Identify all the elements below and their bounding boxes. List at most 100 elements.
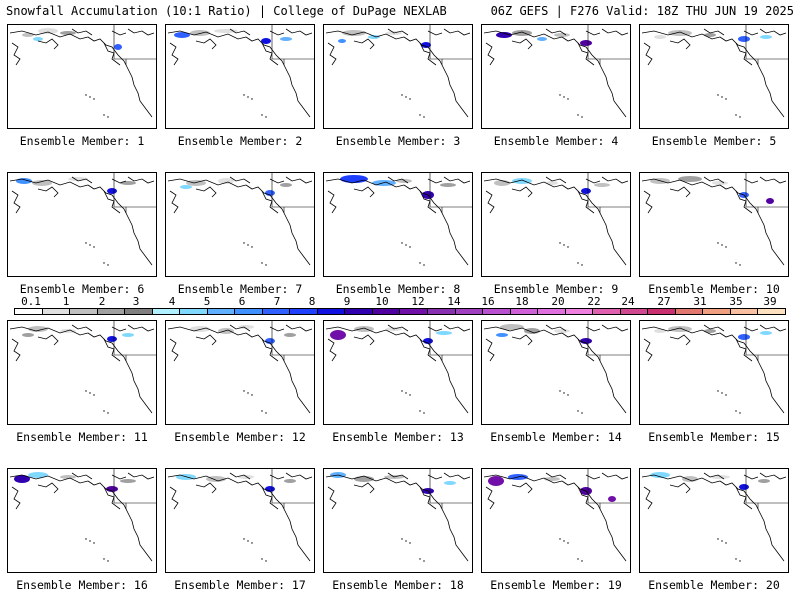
coastline <box>229 324 251 332</box>
coastline <box>641 30 721 40</box>
island <box>89 244 91 246</box>
ensemble-member-label: Ensemble Member: 4 <box>493 134 619 148</box>
coastline <box>483 30 563 40</box>
island <box>577 410 579 412</box>
coastline <box>585 474 601 480</box>
island <box>409 394 411 396</box>
island <box>581 116 583 118</box>
coastline <box>245 480 311 562</box>
ensemble-member-label: Ensemble Member: 1 <box>19 134 145 148</box>
island <box>725 542 727 544</box>
coastline <box>167 178 247 188</box>
island <box>559 242 561 244</box>
coastline <box>643 338 653 362</box>
coastline <box>269 474 285 480</box>
snowfall-map <box>641 25 788 118</box>
coastline <box>743 326 759 332</box>
snowfall-shading <box>682 476 698 482</box>
island <box>563 392 565 394</box>
ensemble-member-label: Ensemble Member: 11 <box>16 430 148 444</box>
coastline <box>111 474 127 480</box>
snowfall-shading <box>581 188 591 194</box>
coastline <box>353 186 375 198</box>
snowfall-shading <box>28 472 48 478</box>
colorbar-swatch <box>648 309 676 314</box>
ensemble-member-label: Ensemble Member: 3 <box>335 134 461 148</box>
coastline <box>167 474 247 484</box>
coastline <box>641 326 721 336</box>
colorbar-tick-label: 5 <box>203 295 211 308</box>
colorbar-swatch <box>510 309 539 314</box>
coastline <box>641 474 721 484</box>
snowfall-shading <box>218 178 234 184</box>
ensemble-map-panel <box>323 172 473 277</box>
coastline <box>11 42 21 66</box>
snowfall-shading <box>60 31 76 35</box>
political-border <box>271 321 314 356</box>
coastline <box>443 28 471 36</box>
island <box>725 246 727 248</box>
ensemble-map-panel <box>323 468 473 573</box>
coastline <box>719 184 785 266</box>
ensemble-map-panel <box>639 24 789 129</box>
island <box>423 264 425 266</box>
ensemble-map-panel <box>481 468 631 573</box>
snowfall-map <box>9 321 156 414</box>
political-border <box>113 173 156 208</box>
coastline <box>9 178 89 188</box>
colorbar-swatch <box>125 309 153 314</box>
snowfall-shading <box>496 32 512 38</box>
political-border <box>587 469 630 504</box>
map-title: Snowfall Accumulation (10:1 Ratio) | Col… <box>6 4 447 18</box>
coastline <box>483 326 563 336</box>
coastline <box>427 178 443 184</box>
snowfall-shading <box>284 333 296 337</box>
ensemble-map-panel <box>7 24 157 129</box>
colorbar-swatch <box>675 309 704 314</box>
coastline <box>601 324 629 332</box>
coastline <box>601 176 629 184</box>
coastline <box>37 334 59 346</box>
snowfall-shading <box>766 198 774 204</box>
political-border <box>587 173 630 208</box>
snowfall-shading <box>758 479 770 483</box>
snowfall-shading <box>114 44 122 50</box>
snowfall-map <box>167 173 314 266</box>
snowfall-map <box>641 469 788 562</box>
coastline <box>387 324 409 332</box>
coastline <box>703 176 725 184</box>
island <box>419 410 421 412</box>
colorbar-swatch <box>620 309 649 314</box>
island <box>251 98 253 100</box>
snowfall-shading <box>261 38 271 44</box>
island <box>261 114 263 116</box>
island <box>581 264 583 266</box>
political-border <box>429 321 472 356</box>
snowfall-shading <box>760 331 772 335</box>
coastline <box>743 474 759 480</box>
snowfall-shading <box>650 472 670 478</box>
ensemble-map-panel <box>165 468 315 573</box>
island <box>89 392 91 394</box>
snowfall-map <box>483 469 630 562</box>
colorbar-swatch <box>42 309 71 314</box>
coastline <box>427 326 443 332</box>
coastline <box>245 184 311 266</box>
coastline <box>285 472 313 480</box>
island <box>401 242 403 244</box>
snowfall-shading <box>760 35 772 39</box>
coastline <box>403 184 469 266</box>
snowfall-shading <box>524 328 540 334</box>
snowfall-shading <box>440 183 456 187</box>
coastline <box>561 184 627 266</box>
snowfall-shading <box>368 35 380 39</box>
colorbar-swatch <box>262 309 291 314</box>
snowfall-shading <box>22 333 34 337</box>
coastline <box>643 486 653 510</box>
coastline <box>285 28 313 36</box>
island <box>581 412 583 414</box>
coastline <box>759 324 787 332</box>
island <box>243 94 245 96</box>
island <box>261 558 263 560</box>
coastline <box>87 184 153 266</box>
